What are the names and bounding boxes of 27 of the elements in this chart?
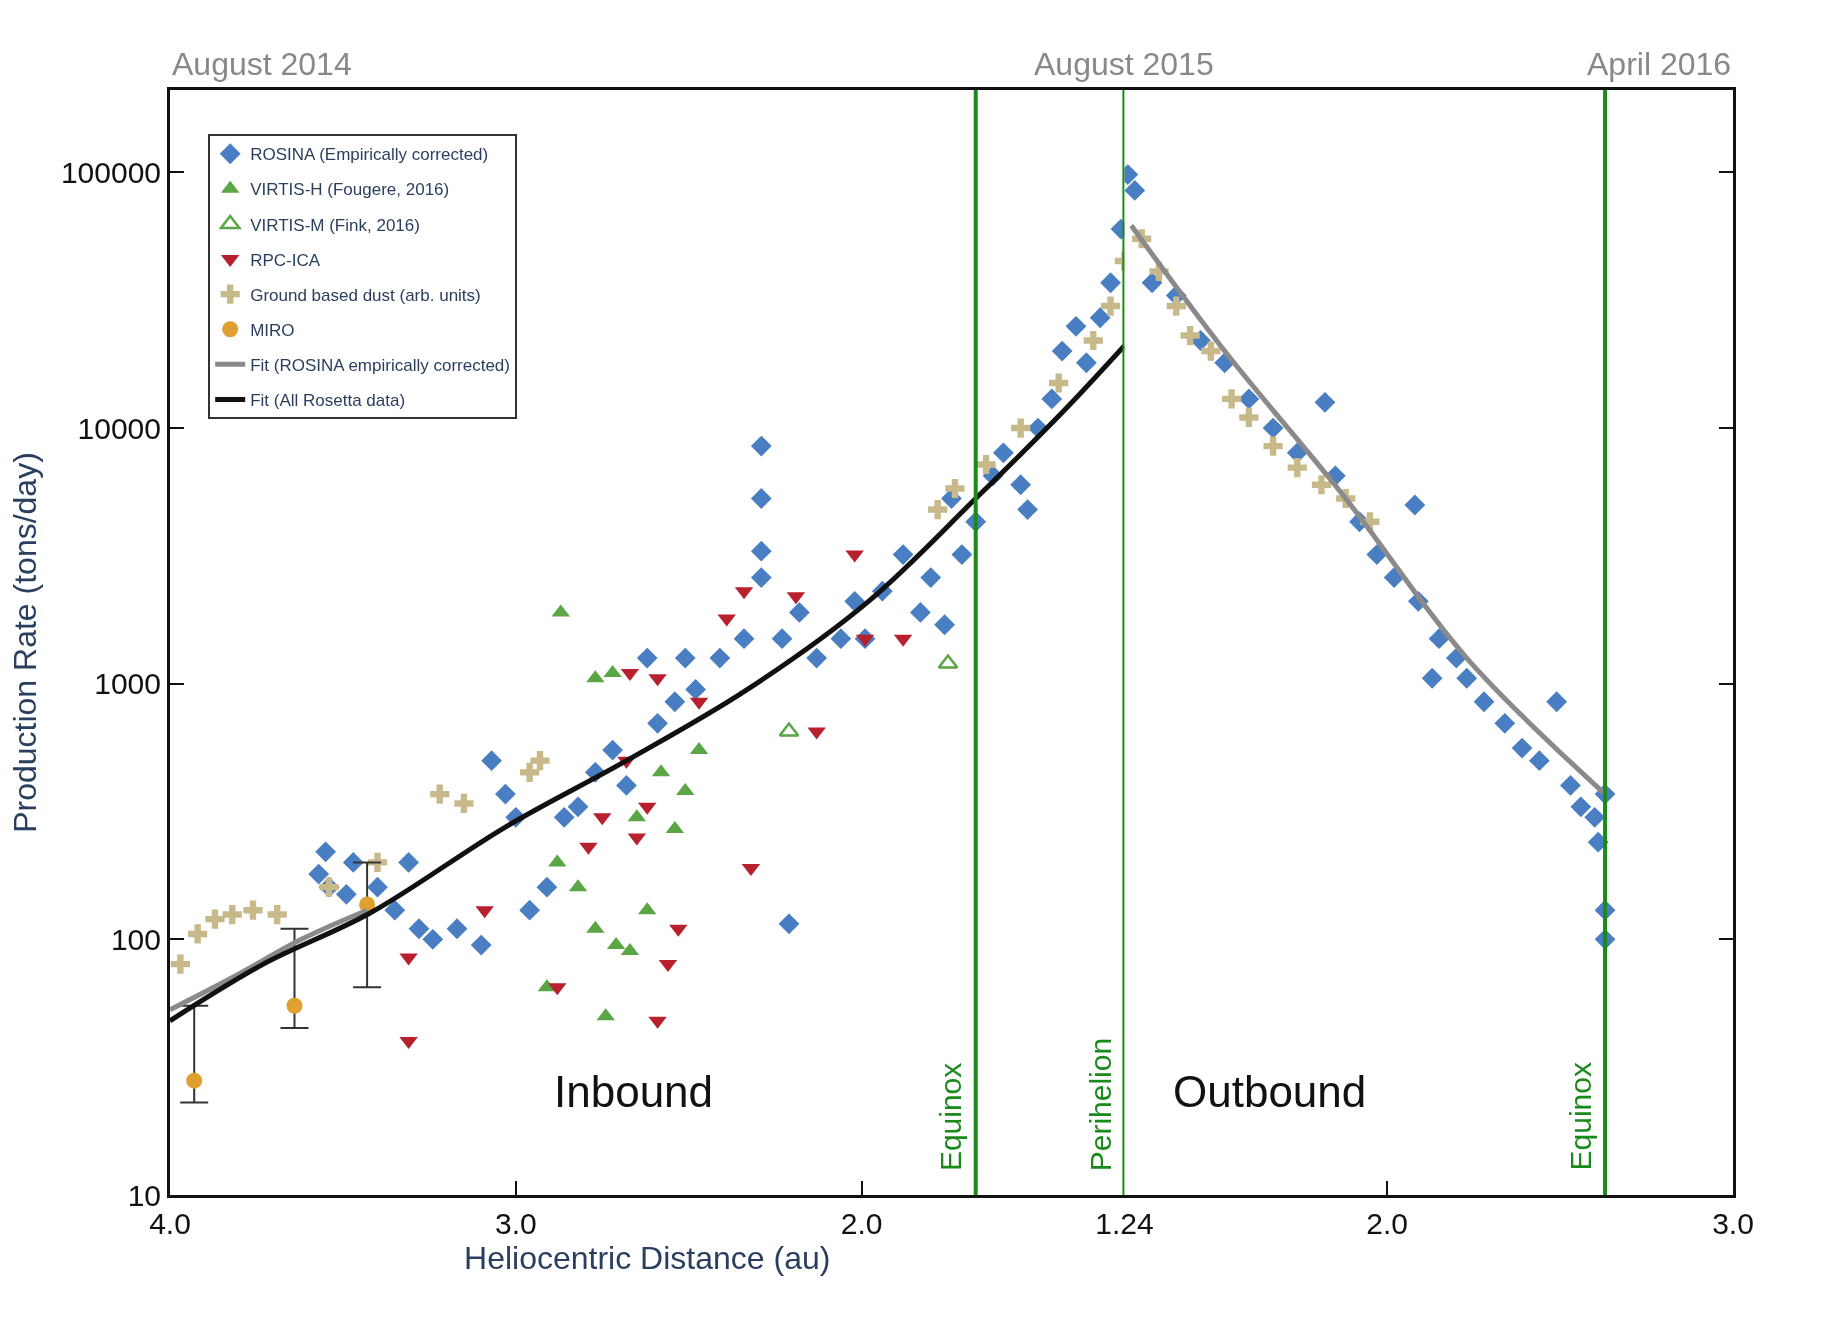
- y-tick-label: 10000: [77, 411, 161, 445]
- legend-label: ROSINA (Empirically corrected): [250, 145, 489, 165]
- ref-line-label: Perihelion: [1083, 1037, 1117, 1172]
- x-tick-label: 3.0: [494, 1207, 537, 1240]
- x-axis-title: Heliocentric Distance (au): [464, 1240, 831, 1276]
- text: August 2014: [172, 46, 352, 82]
- x-tick-label: 3.0: [1712, 1207, 1754, 1240]
- legend-label: VIRTIS-H (Fougere, 2016): [250, 180, 450, 200]
- x-tick-label: 2.0: [840, 1207, 883, 1240]
- text: August 2015: [1034, 46, 1214, 82]
- legend-label: RPC-ICA: [250, 250, 321, 270]
- annotation: Outbound: [1173, 1067, 1367, 1116]
- y-tick-label: 100: [110, 922, 161, 956]
- legend-label: Fit (ROSINA empirically corrected): [250, 355, 510, 375]
- ref-line-label: Equinox: [934, 1062, 968, 1172]
- y-axis-title: Production Rate (tons/day): [7, 452, 44, 833]
- y-tick-label: 1000: [94, 667, 161, 701]
- annotation: Inbound: [554, 1067, 714, 1116]
- text: April 2016: [1587, 46, 1732, 82]
- legend-label: VIRTIS-M (Fink, 2016): [250, 215, 420, 235]
- y-tick-label: 100000: [60, 155, 161, 189]
- x-tick-label: 2.0: [1366, 1207, 1409, 1240]
- legend-label: Fit (All Rosetta data): [250, 391, 406, 411]
- ref-line-label: Equinox: [1563, 1062, 1597, 1171]
- legend-label: MIRO: [250, 320, 295, 340]
- x-tick-label: 1.24: [1095, 1207, 1154, 1240]
- legend-label: Ground based dust (arb. units): [250, 285, 481, 305]
